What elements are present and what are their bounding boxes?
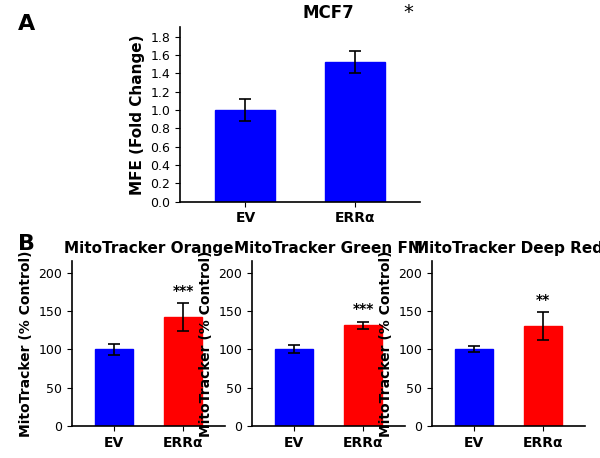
Y-axis label: MitoTracker (% Control): MitoTracker (% Control) bbox=[199, 250, 213, 437]
Text: ***: *** bbox=[353, 302, 374, 316]
Title: MitoTracker Orange: MitoTracker Orange bbox=[64, 241, 233, 256]
Bar bbox=[524, 326, 562, 426]
Bar bbox=[215, 110, 275, 202]
Text: MCF7: MCF7 bbox=[303, 4, 355, 22]
Y-axis label: MFE (Fold Change): MFE (Fold Change) bbox=[130, 34, 145, 195]
Bar bbox=[344, 326, 382, 426]
Bar bbox=[95, 349, 133, 426]
Text: B: B bbox=[18, 234, 35, 254]
Y-axis label: MitoTracker (% Control): MitoTracker (% Control) bbox=[379, 250, 393, 437]
Y-axis label: MitoTracker (% Control): MitoTracker (% Control) bbox=[19, 250, 33, 437]
Bar bbox=[275, 349, 313, 426]
Bar bbox=[164, 317, 202, 426]
Text: **: ** bbox=[536, 293, 550, 307]
Title: MitoTracker Green FM: MitoTracker Green FM bbox=[234, 241, 423, 256]
Text: *: * bbox=[403, 3, 413, 22]
Text: A: A bbox=[18, 14, 35, 34]
Text: ***: *** bbox=[173, 284, 194, 298]
Title: MitoTracker Deep Red: MitoTracker Deep Red bbox=[414, 241, 600, 256]
Bar bbox=[455, 349, 493, 426]
Bar bbox=[325, 62, 385, 202]
